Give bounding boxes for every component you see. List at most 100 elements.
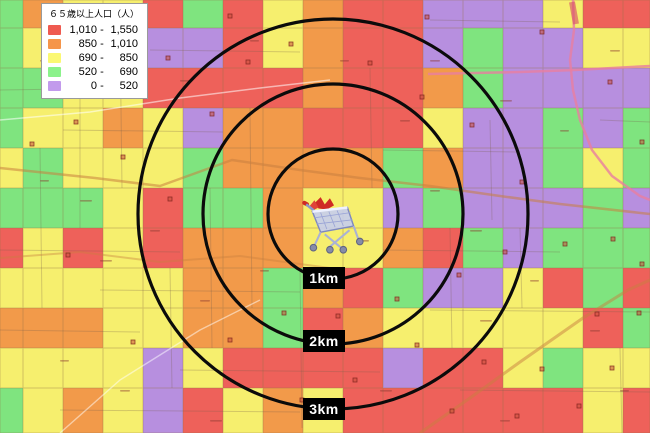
mesh-cell (0, 188, 23, 228)
legend-range-to: 1,010 (110, 38, 138, 50)
mesh-cell (103, 308, 143, 348)
mesh-cell (543, 308, 583, 348)
mesh-cell (623, 28, 650, 68)
mesh-cell (143, 388, 183, 433)
mesh-cell (143, 188, 183, 228)
mesh-cell (543, 28, 583, 68)
mesh-cell (623, 308, 650, 348)
legend: ６５歳以上人口（人） 1,010-1,550 850-1,010 690-850… (41, 3, 148, 99)
mesh-cell (623, 228, 650, 268)
mesh-cell (583, 348, 623, 388)
mesh-cell (423, 188, 463, 228)
mesh-cell (343, 348, 383, 388)
mesh-cell (343, 188, 383, 228)
mesh-cell (263, 188, 303, 228)
mesh-cell (183, 388, 223, 433)
mesh-cell (423, 68, 463, 108)
mesh-cell (223, 68, 263, 108)
legend-range-from: 520 (78, 66, 97, 78)
mesh-cell (183, 188, 223, 228)
mesh-cell (383, 348, 423, 388)
mesh-cell (383, 68, 423, 108)
mesh-cell (463, 348, 503, 388)
mesh-cell (583, 228, 623, 268)
mesh-cell (0, 108, 23, 148)
mesh-cell (583, 28, 623, 68)
mesh-cell (263, 68, 303, 108)
mesh-cell (423, 0, 463, 28)
mesh-cell (383, 0, 423, 28)
mesh-cell (543, 68, 583, 108)
mesh-cell (543, 108, 583, 148)
mesh-cell (383, 148, 423, 188)
mesh-cell (183, 228, 223, 268)
legend-item: 690- 850 (48, 51, 142, 65)
legend-item: 0- 520 (48, 79, 142, 93)
legend-swatch (48, 53, 61, 63)
mesh-cell (583, 68, 623, 108)
legend-range-separator: - (100, 52, 104, 64)
mesh-cell (383, 108, 423, 148)
mesh-cell (503, 348, 543, 388)
mesh-cell (263, 228, 303, 268)
mesh-cell (423, 28, 463, 68)
mesh-cell (63, 348, 103, 388)
mesh-cell (103, 148, 143, 188)
mesh-cell (223, 148, 263, 188)
mesh-cell (423, 268, 463, 308)
mesh-cell (583, 108, 623, 148)
mesh-cell (143, 28, 183, 68)
mesh-cell (0, 0, 23, 28)
mesh-cell (263, 268, 303, 308)
mesh-cell (303, 188, 343, 228)
mesh-cell (543, 228, 583, 268)
mesh-cell (423, 348, 463, 388)
mesh-cell (63, 148, 103, 188)
mesh-cell (343, 308, 383, 348)
mesh-cell (263, 388, 303, 433)
mesh-cell (303, 348, 343, 388)
mesh-cell (23, 308, 63, 348)
mesh-cell (103, 348, 143, 388)
mesh-cell (503, 388, 543, 433)
mesh-cell (103, 228, 143, 268)
mesh-cell (183, 68, 223, 108)
mesh-cell (343, 28, 383, 68)
legend-range-from: 690 (78, 52, 97, 64)
mesh-cell (63, 308, 103, 348)
mesh-cell (503, 228, 543, 268)
legend-swatch (48, 81, 61, 91)
mesh-cell (623, 68, 650, 108)
mesh-cell (63, 388, 103, 433)
ring-label-1km: 1km (303, 267, 345, 289)
mesh-cell (503, 108, 543, 148)
mesh-cell (0, 308, 23, 348)
mesh-cell (583, 148, 623, 188)
mesh-cell (343, 108, 383, 148)
mesh-cell (343, 388, 383, 433)
mesh-cell (343, 0, 383, 28)
legend-range-separator: - (100, 80, 104, 92)
mesh-cell (0, 348, 23, 388)
mesh-cell (343, 68, 383, 108)
mesh-cell (143, 108, 183, 148)
mesh-cell (63, 228, 103, 268)
mesh-cell (0, 388, 23, 433)
mesh-cell (0, 148, 23, 188)
mesh-cell (463, 268, 503, 308)
mesh-cell (463, 228, 503, 268)
mesh-cell (303, 148, 343, 188)
mesh-cell (183, 0, 223, 28)
mesh-cell (143, 0, 183, 28)
mesh-cell (23, 188, 63, 228)
mesh-cell (63, 188, 103, 228)
mesh-cell (23, 148, 63, 188)
mesh-cell (503, 188, 543, 228)
mesh-cell (623, 108, 650, 148)
mesh-cell (183, 148, 223, 188)
mesh-cell (623, 268, 650, 308)
mesh-cell (23, 228, 63, 268)
mesh-cell (63, 108, 103, 148)
legend-swatch (48, 25, 61, 35)
